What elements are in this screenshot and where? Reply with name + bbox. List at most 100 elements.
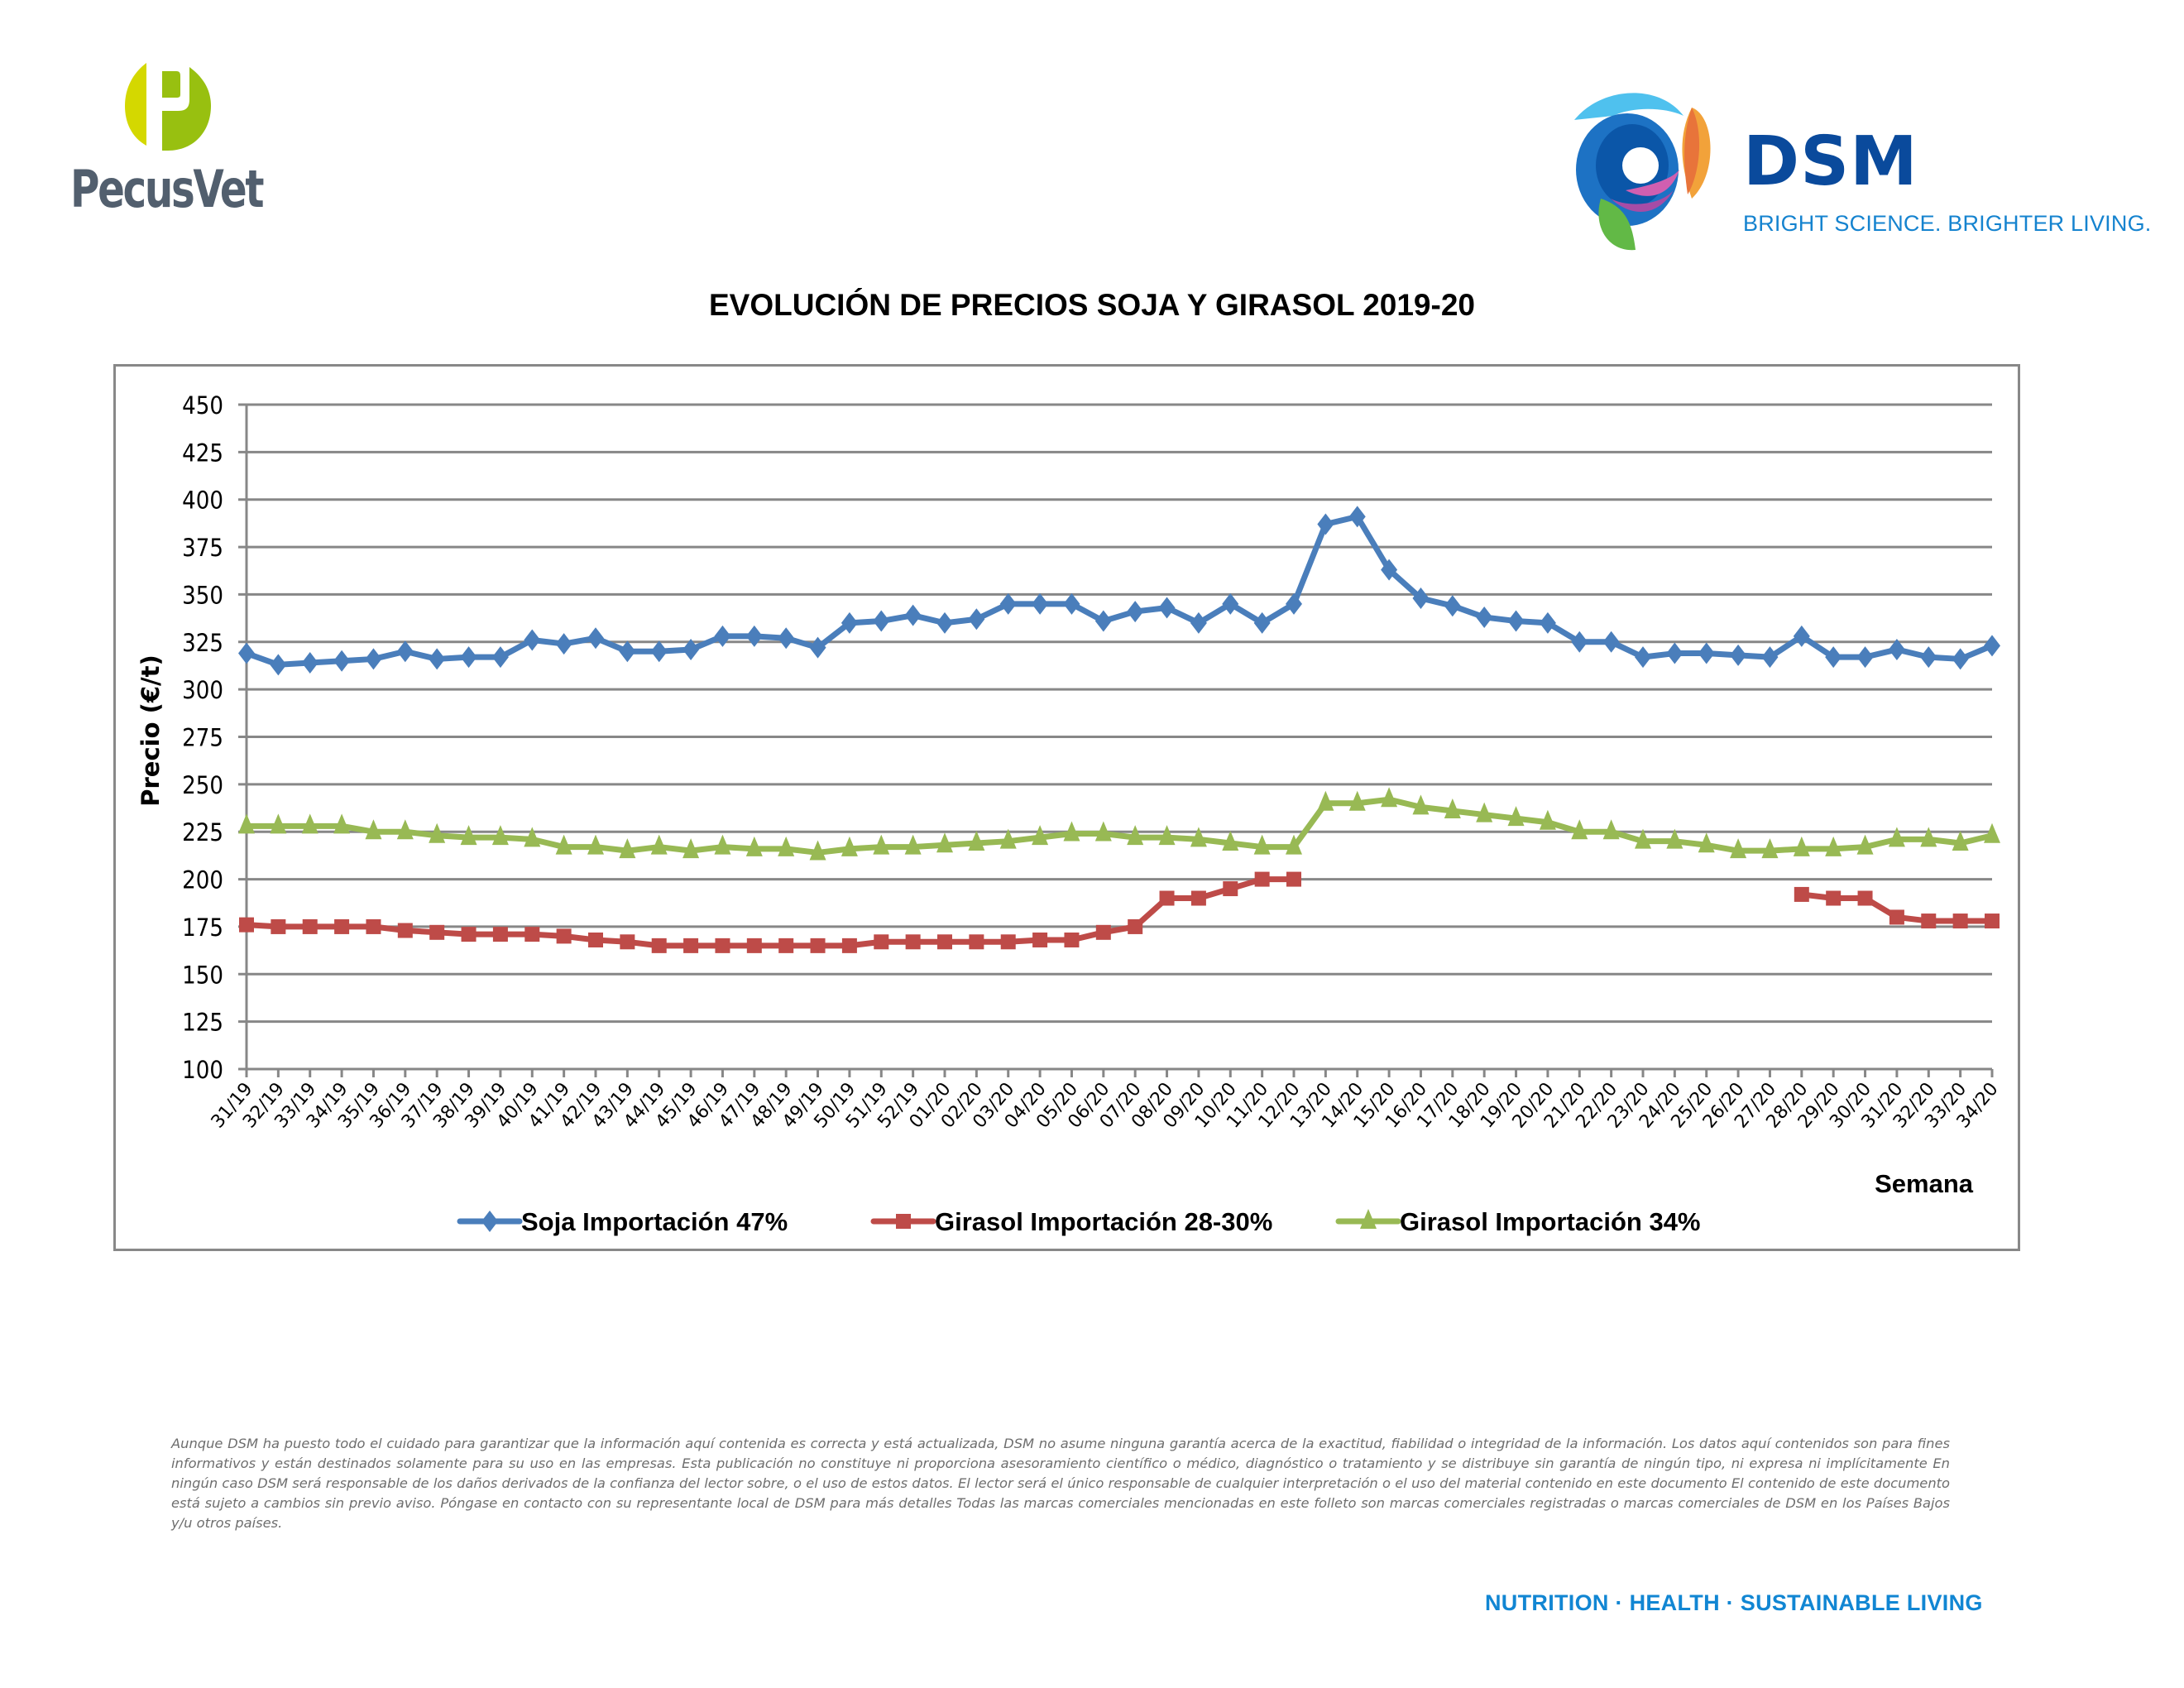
data-point [1825, 836, 1842, 856]
legend-marker-diamond-icon [481, 1211, 498, 1232]
data-point [651, 938, 667, 953]
legend-marker-triangle-icon [1360, 1209, 1377, 1229]
series-line [246, 876, 1294, 949]
legend-item: Girasol Importación 28-30% [870, 1207, 1272, 1236]
data-point [1666, 828, 1684, 849]
data-point [1222, 830, 1239, 851]
data-point [1063, 821, 1080, 842]
data-point [1761, 646, 1779, 669]
data-point [1602, 631, 1620, 653]
data-point [1730, 644, 1747, 666]
data-point [1602, 819, 1620, 840]
data-point [1952, 914, 1968, 929]
data-point [1317, 790, 1334, 811]
legend-label: Soja Importación 47% [521, 1207, 788, 1236]
gridlines [238, 403, 1992, 1071]
y-tick-label: 175 [182, 914, 223, 942]
data-point [1190, 827, 1207, 847]
data-point [1571, 631, 1588, 653]
data-point [429, 924, 445, 940]
y-tick-label: 250 [182, 771, 223, 800]
data-point [968, 608, 985, 631]
data-point [1158, 825, 1176, 846]
data-point [1254, 871, 1270, 887]
data-point [841, 836, 858, 856]
data-point [1412, 794, 1430, 815]
data-point [1889, 909, 1904, 925]
data-point [524, 827, 541, 847]
legend-marker-square-icon [896, 1214, 911, 1229]
x-tick-labels: 31/1932/1933/1934/1935/1936/1937/1938/19… [208, 1079, 2003, 1133]
data-point [778, 938, 794, 953]
data-point [524, 927, 540, 942]
data-point [1826, 890, 1842, 906]
data-point [271, 918, 286, 934]
data-point [460, 646, 477, 669]
data-point [1476, 606, 1493, 628]
data-point [683, 938, 699, 953]
y-tick-label: 200 [182, 866, 223, 894]
data-point [1984, 822, 2000, 843]
data-point [1856, 646, 1874, 669]
dsm-wordmark: DSM [1743, 122, 1918, 201]
data-point [682, 838, 700, 859]
footer-tagline: NUTRITION · HEALTH · SUSTAINABLE LIVING [1485, 1590, 1983, 1615]
data-point [1223, 881, 1238, 897]
pecusvet-wordmark: PecusVet [70, 159, 264, 219]
data-point [1348, 790, 1366, 811]
data-point [809, 840, 826, 861]
data-point [841, 611, 858, 634]
data-point [1128, 918, 1143, 934]
data-point [1856, 834, 1874, 855]
data-point [301, 652, 318, 674]
data-point [778, 836, 795, 856]
y-tick-label: 100 [182, 1056, 223, 1085]
data-point [905, 934, 921, 950]
data-point [1666, 642, 1684, 664]
data-point [270, 813, 287, 834]
chart-title: EVOLUCIÓN DE PRECIOS SOJA Y GIRASOL 2019… [709, 288, 1475, 322]
data-point [429, 648, 446, 670]
data-point [1253, 834, 1271, 855]
data-point [555, 633, 572, 655]
data-point [239, 917, 254, 933]
data-point [1793, 836, 1810, 856]
data-point [366, 918, 381, 934]
dsm-logo: DSM BRIGHT SCIENCE. BRIGHTER LIVING. [1568, 83, 2151, 257]
data-point [1127, 601, 1144, 623]
data-point [555, 834, 572, 855]
y-tick-label: 125 [182, 1008, 223, 1037]
legend-label: Girasol Importación 34% [1400, 1207, 1701, 1236]
data-point [1985, 914, 2000, 929]
data-point [874, 934, 889, 950]
data-point [1920, 827, 1937, 847]
data-point [1920, 646, 1937, 669]
data-point [841, 938, 857, 953]
data-point [1793, 625, 1810, 647]
data-point [969, 934, 984, 950]
y-tick-label: 300 [182, 676, 223, 705]
data-point [1381, 559, 1398, 581]
data-point [1761, 838, 1779, 859]
data-point [1127, 825, 1144, 846]
dsm-tagline: BRIGHT SCIENCE. BRIGHTER LIVING. [1743, 211, 2152, 236]
series-1 [239, 871, 2000, 953]
y-tick-label: 425 [182, 439, 223, 468]
data-point [714, 625, 731, 647]
data-point [936, 832, 953, 853]
data-point [301, 813, 318, 834]
data-point [620, 934, 635, 950]
y-tick-labels: 100 125 150 175 200 225 250 275 300 325 350 375 400 4… [182, 391, 223, 1085]
data-point [492, 927, 508, 942]
data-point [397, 923, 413, 938]
data-point [429, 822, 446, 843]
y-tick-label: 450 [182, 391, 223, 420]
data-point [810, 938, 826, 953]
data-point [1032, 592, 1049, 615]
data-point [999, 592, 1017, 615]
dsm-swirl-icon [1574, 93, 1711, 251]
data-point [491, 825, 509, 846]
data-point [1094, 610, 1112, 632]
data-point [1000, 934, 1016, 950]
data-point [937, 934, 952, 950]
